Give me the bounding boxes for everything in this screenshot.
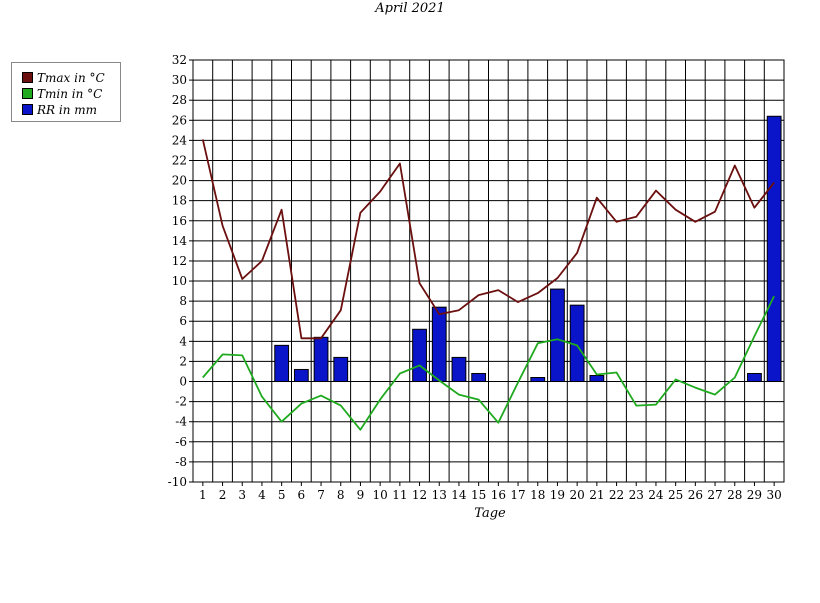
x-tick-label: 8 [337, 488, 345, 502]
rr-bar [293, 368, 309, 383]
legend-item-rr: RR in mm [22, 103, 97, 117]
tmin-line [202, 295, 775, 431]
x-axis-label: Tage [474, 506, 506, 521]
rr-bar [451, 356, 467, 383]
x-tick-label: 6 [298, 488, 306, 502]
x-tick-label: 2 [219, 488, 227, 502]
legend-swatch-tmin [22, 88, 33, 99]
y-tick-label: 8 [179, 294, 187, 308]
rr-bar [550, 288, 565, 383]
rr-bar [313, 336, 329, 383]
tmax-line [201, 139, 775, 340]
x-tick-label: 24 [648, 488, 664, 502]
x-tick-label: 21 [589, 488, 604, 502]
y-tick-label: -2 [175, 395, 187, 409]
x-tick-label: 11 [392, 488, 407, 502]
y-tick-label: 6 [179, 314, 187, 328]
legend-label-rr: RR in mm [37, 103, 98, 117]
legend-label-tmax: Tmax in °C [37, 71, 105, 85]
y-tick-label: 16 [172, 214, 187, 228]
y-tick-label: -10 [168, 475, 187, 489]
rr-bar [530, 377, 546, 383]
x-tick-label: 5 [278, 488, 286, 502]
x-tick-label: 28 [727, 488, 742, 502]
x-tick-label: 14 [451, 488, 467, 502]
x-tick-label: 29 [747, 488, 762, 502]
y-tick-label: 24 [172, 133, 188, 147]
x-tick-label: 7 [317, 488, 325, 502]
x-tick-label: 16 [491, 488, 506, 502]
x-tick-label: 23 [629, 488, 644, 502]
y-tick-label: 10 [172, 274, 187, 288]
x-tick-label: 1 [199, 488, 207, 502]
x-tick-label: 25 [668, 488, 683, 502]
rr-bar [589, 374, 605, 383]
x-tick-label: 3 [238, 488, 246, 502]
rr-bar [333, 356, 349, 383]
x-tick-label: 22 [609, 488, 624, 502]
x-tick-label: 18 [530, 488, 545, 502]
rr-bar [431, 306, 447, 383]
y-tick-label: -8 [175, 455, 187, 469]
chart-title: April 2021 [375, 1, 445, 16]
legend-item-tmin: Tmin in °C [22, 87, 102, 101]
x-tick-label: 26 [688, 488, 703, 502]
legend-label-tmin: Tmin in °C [37, 87, 103, 101]
y-tick-label: 2 [179, 354, 187, 368]
y-tick-label: 26 [172, 113, 187, 127]
x-tick-label: 13 [432, 488, 447, 502]
x-tick-label: 19 [550, 488, 565, 502]
y-tick-label: 28 [172, 93, 187, 107]
y-tick-label: -6 [175, 435, 187, 449]
x-tick-label: 17 [510, 488, 525, 502]
legend: Tmax in °C Tmin in °C RR in mm [11, 62, 121, 122]
rr-bar [274, 344, 290, 383]
legend-item-tmax: Tmax in °C [22, 71, 105, 85]
y-tick-label: 4 [179, 334, 187, 348]
y-tick-label: 0 [179, 375, 187, 389]
x-tick-label: 9 [357, 488, 365, 502]
legend-swatch-rr [22, 104, 33, 115]
y-tick-label: 18 [172, 194, 187, 208]
legend-swatch-tmax [22, 72, 33, 83]
rr-bar [766, 115, 782, 383]
y-tick-label: 32 [172, 53, 187, 67]
x-tick-label: 27 [707, 488, 722, 502]
x-tick-label: 12 [412, 488, 427, 502]
y-tick-label: 22 [172, 153, 187, 167]
rr-bar [747, 372, 762, 383]
rr-bar [412, 328, 427, 383]
x-tick-label: 10 [373, 488, 388, 502]
x-tick-label: 15 [471, 488, 486, 502]
y-tick-label: 20 [172, 174, 187, 188]
x-tick-label: 30 [767, 488, 782, 502]
y-tick-label: 30 [172, 73, 187, 87]
plot-border [192, 59, 785, 483]
y-tick-label: 12 [172, 254, 187, 268]
x-tick-label: 4 [258, 488, 266, 502]
y-tick-label: 14 [172, 234, 188, 248]
y-tick-label: -4 [175, 415, 187, 429]
rr-bar [471, 372, 487, 383]
x-tick-label: 20 [570, 488, 585, 502]
